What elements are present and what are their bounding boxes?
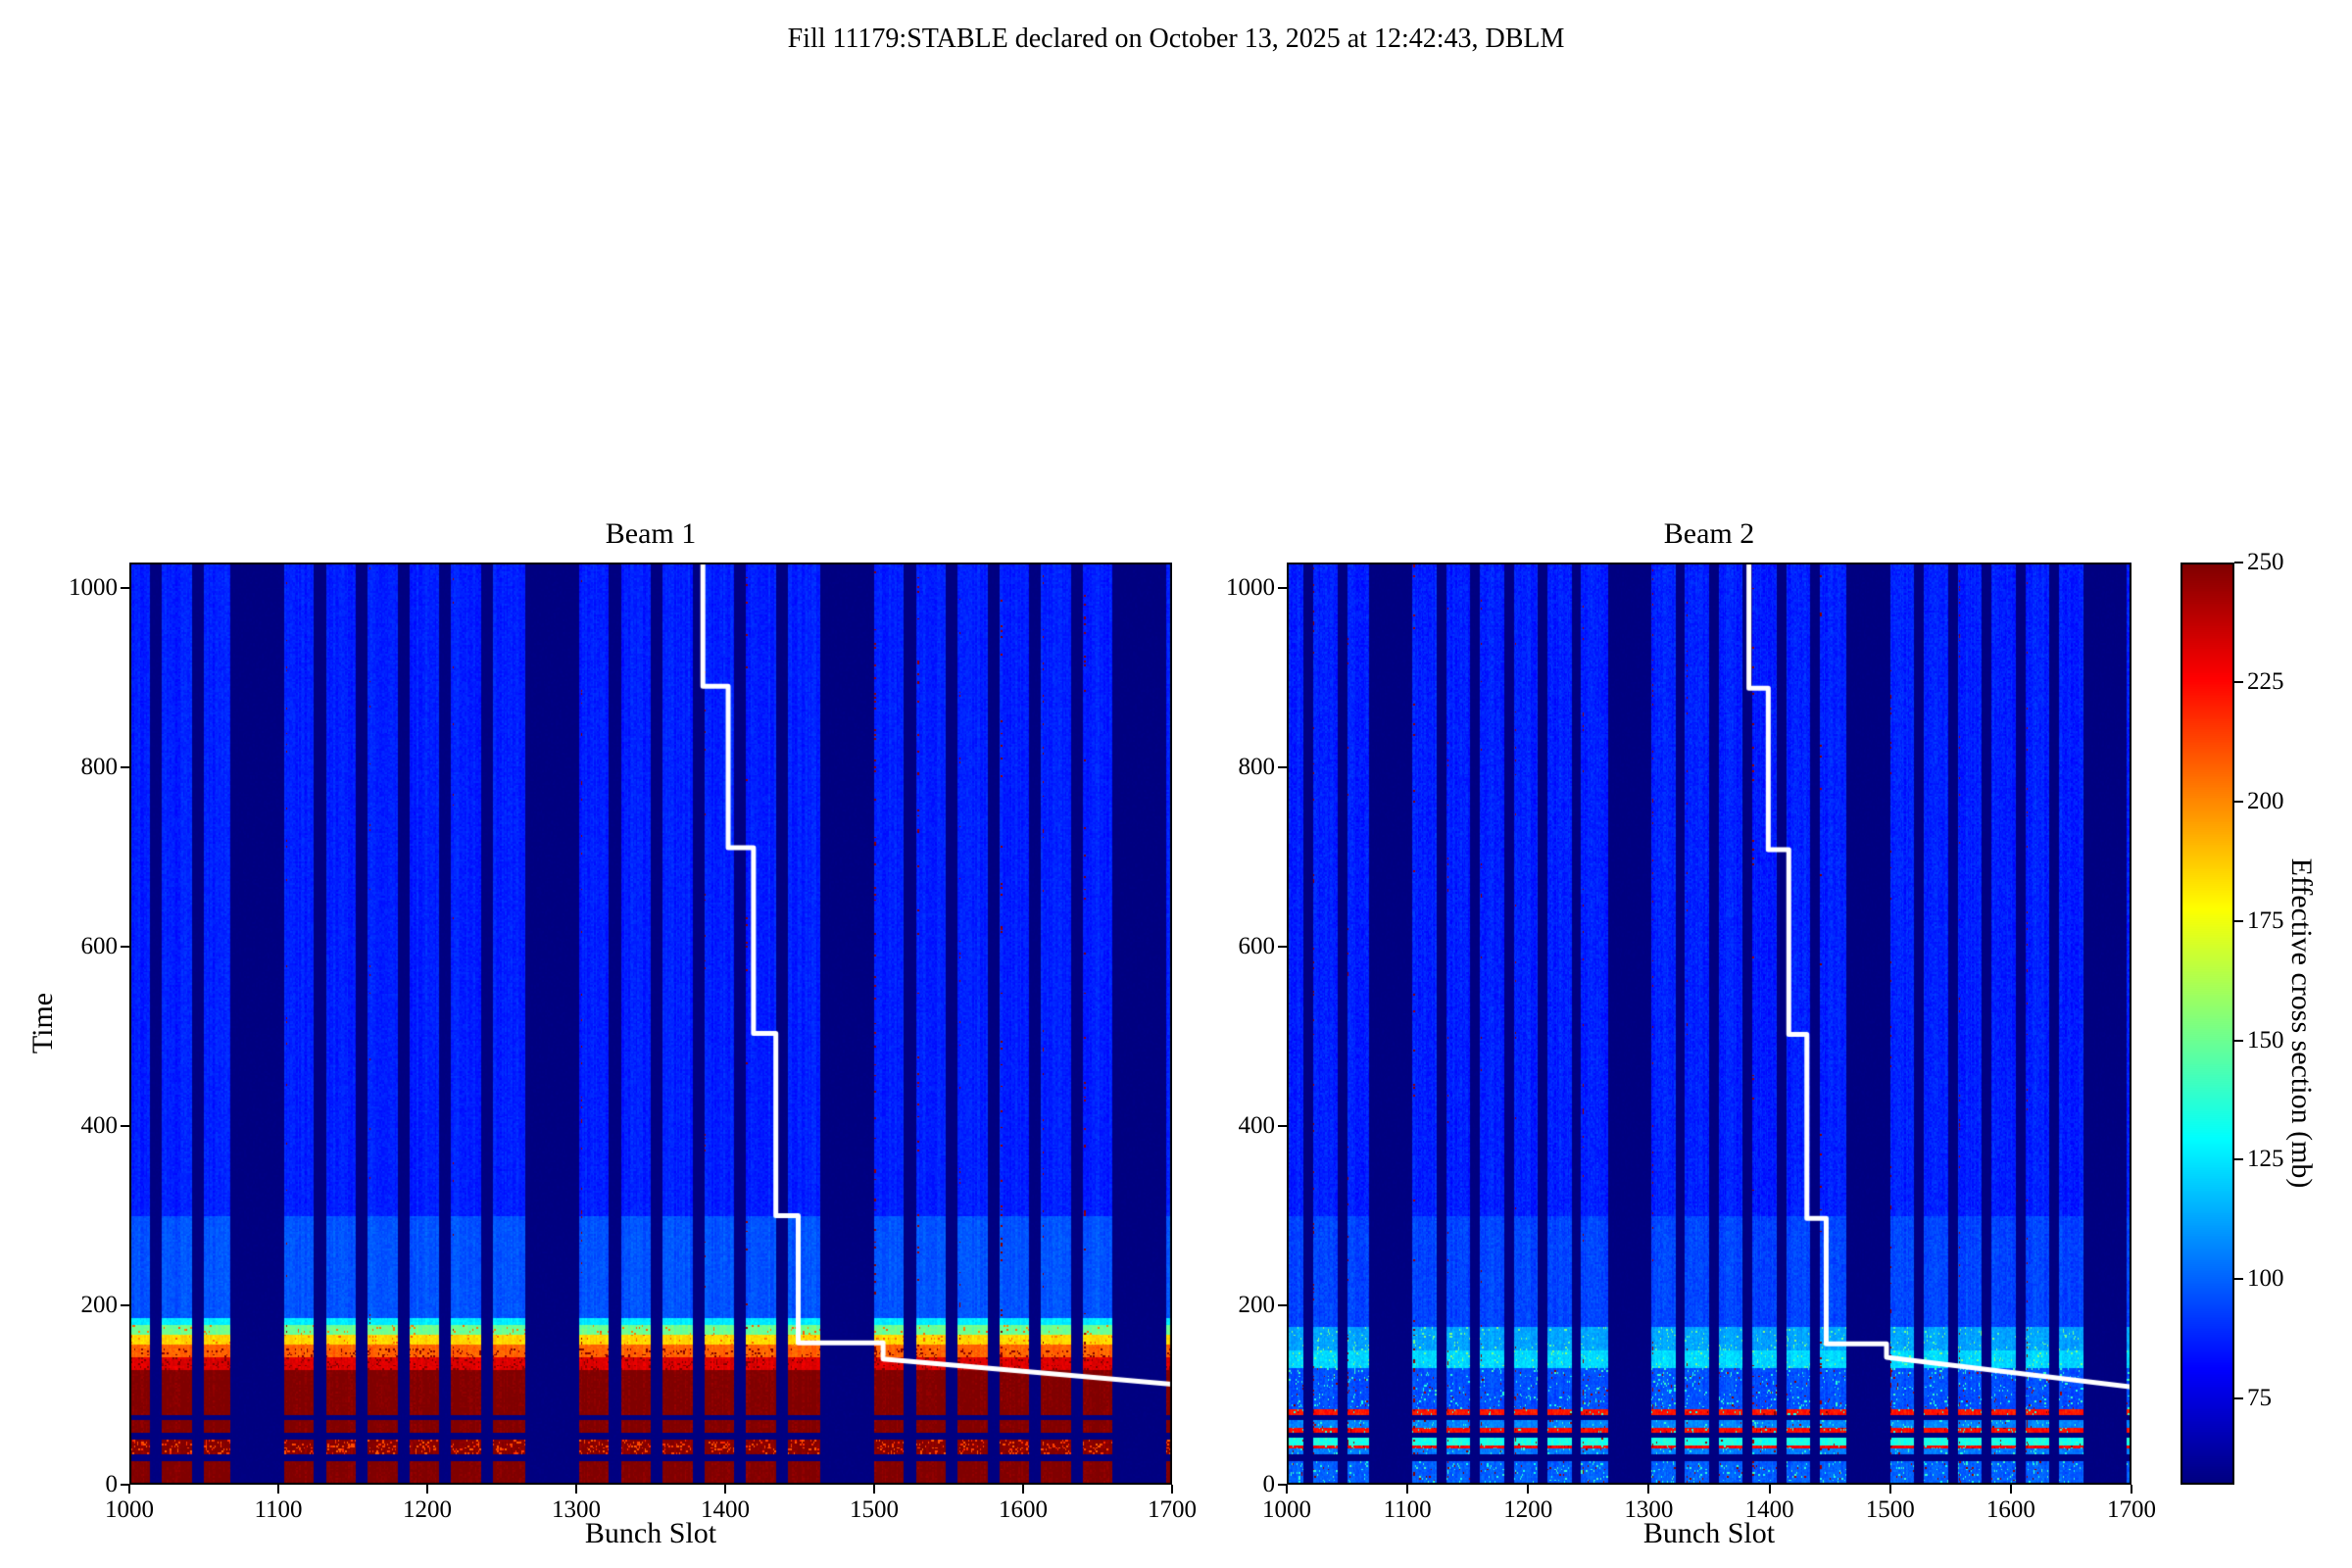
colorbar-tick-mark [2234, 919, 2243, 922]
colorbar-tick-label: 200 [2247, 787, 2284, 814]
x-tick-mark [1888, 1485, 1891, 1494]
x-tick-mark [873, 1485, 875, 1494]
x-tick-label: 1500 [1865, 1496, 1915, 1523]
x-tick-mark [1171, 1485, 1173, 1494]
y-tick-mark [121, 586, 129, 589]
colorbar-tick-mark [2234, 680, 2243, 683]
colorbar-tick-label: 225 [2247, 667, 2284, 695]
beam1-title: Beam 1 [605, 517, 697, 550]
x-tick-label: 1300 [552, 1496, 601, 1523]
y-tick-mark [121, 1124, 129, 1127]
y-tick-mark [1278, 1303, 1287, 1306]
y-tick-label: 600 [80, 932, 119, 959]
x-tick-label: 1700 [2107, 1496, 2156, 1523]
colorbar-tick-mark [2234, 562, 2243, 564]
y-tick-label: 600 [1238, 932, 1276, 959]
y-tick-mark [121, 945, 129, 948]
colorbar-tick-label: 125 [2247, 1146, 2284, 1173]
x-tick-label: 1400 [1744, 1496, 1794, 1523]
colorbar-tick-label: 150 [2247, 1026, 2284, 1054]
y-tick-mark [121, 1484, 129, 1486]
beam1-heatmap [129, 563, 1172, 1485]
x-tick-mark [1022, 1485, 1024, 1494]
x-tick-mark [1647, 1485, 1650, 1494]
y-tick-mark [1278, 945, 1287, 948]
x-tick-mark [1286, 1485, 1288, 1494]
x-tick-label: 1400 [701, 1496, 750, 1523]
x-tick-label: 1500 [850, 1496, 899, 1523]
colorbar-tick-mark [2234, 1158, 2243, 1161]
y-tick-label: 400 [80, 1111, 119, 1139]
y-tick-label: 200 [80, 1291, 119, 1318]
colorbar-tick-mark [2234, 800, 2243, 803]
x-tick-mark [575, 1485, 577, 1494]
x-tick-label: 1200 [1503, 1496, 1553, 1523]
y-tick-mark [121, 1303, 129, 1306]
x-tick-mark [1768, 1485, 1771, 1494]
beam2-x-axis-label: Bunch Slot [1642, 1517, 1776, 1549]
x-tick-mark [1406, 1485, 1409, 1494]
x-tick-label: 1600 [1985, 1496, 2035, 1523]
figure-title: Fill 11179:STABLE declared on October 13… [787, 24, 1565, 54]
y-axis-label: Time [26, 992, 59, 1054]
x-tick-mark [724, 1485, 726, 1494]
y-tick-mark [121, 765, 129, 768]
y-tick-label: 1000 [69, 573, 118, 601]
colorbar [2180, 563, 2234, 1485]
y-tick-mark [1278, 1484, 1287, 1486]
x-tick-label: 1100 [254, 1496, 303, 1523]
beam1-x-axis-label: Bunch Slot [584, 1517, 717, 1549]
x-tick-mark [426, 1485, 428, 1494]
x-tick-label: 1300 [1624, 1496, 1674, 1523]
y-tick-mark [1278, 1124, 1287, 1127]
x-tick-mark [2009, 1485, 2012, 1494]
colorbar-tick-label: 175 [2247, 906, 2284, 934]
x-tick-mark [128, 1485, 130, 1494]
beam2-title: Beam 2 [1663, 517, 1755, 550]
y-tick-label: 1000 [1226, 573, 1275, 601]
x-tick-mark [277, 1485, 279, 1494]
y-tick-label: 200 [1238, 1291, 1276, 1318]
colorbar-tick-mark [2234, 1039, 2243, 1042]
y-tick-mark [1278, 586, 1287, 589]
y-tick-label: 0 [105, 1471, 119, 1497]
x-tick-label: 1600 [999, 1496, 1048, 1523]
x-tick-label: 1000 [105, 1496, 154, 1523]
colorbar-tick-mark [2234, 1397, 2243, 1400]
colorbar-tick-label: 100 [2247, 1265, 2284, 1293]
x-tick-mark [1527, 1485, 1530, 1494]
x-tick-mark [2131, 1485, 2132, 1494]
x-tick-label: 1700 [1148, 1496, 1197, 1523]
colorbar-tick-label: 250 [2247, 549, 2284, 575]
colorbar-tick-label: 75 [2247, 1385, 2272, 1412]
beam2-heatmap [1287, 563, 2132, 1485]
colorbar-tick-mark [2234, 1278, 2243, 1281]
x-tick-label: 1000 [1262, 1496, 1311, 1523]
y-tick-label: 800 [1238, 753, 1276, 780]
x-tick-label: 1100 [1383, 1496, 1432, 1523]
y-tick-label: 0 [1262, 1471, 1276, 1497]
x-tick-label: 1200 [403, 1496, 452, 1523]
y-tick-label: 800 [80, 753, 119, 780]
y-tick-mark [1278, 765, 1287, 768]
y-tick-label: 400 [1238, 1111, 1276, 1139]
